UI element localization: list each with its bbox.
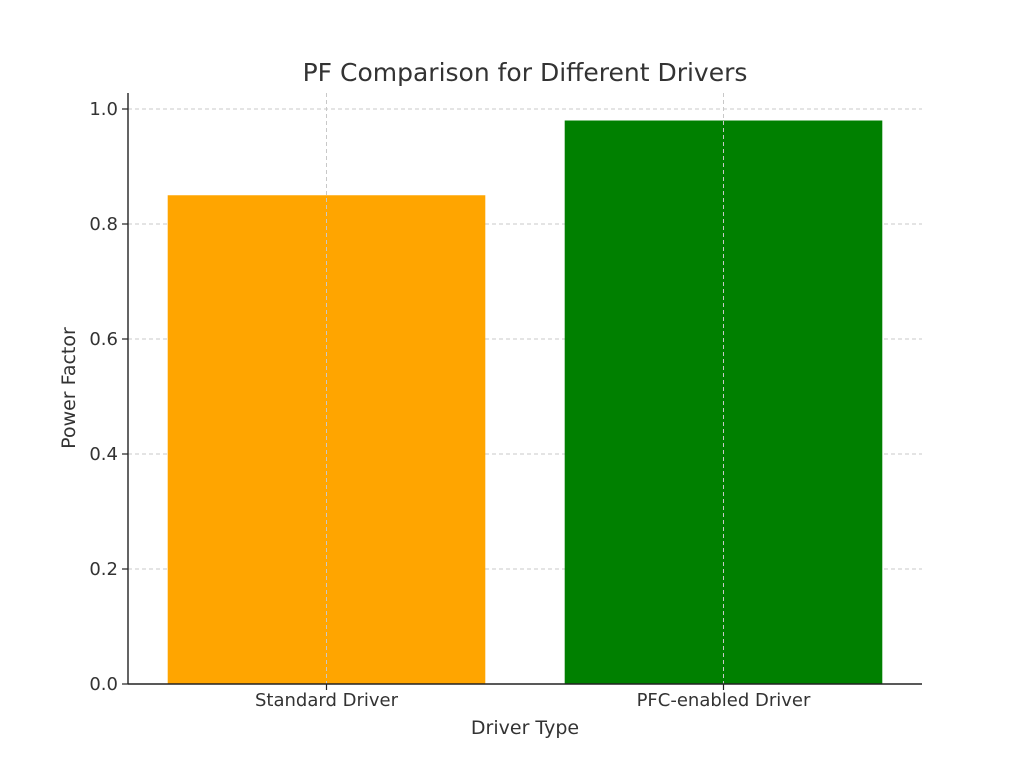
- y-ticks: 0.0 0.2 0.4 0.6 0.8 1.0: [89, 99, 128, 695]
- y-tick-label: 1.0: [89, 99, 118, 120]
- y-tick-label: 0.0: [89, 674, 118, 695]
- vertical-grid-lines: [326, 93, 724, 684]
- axes: [127, 93, 922, 685]
- x-ticks: Standard Driver PFC-enabled Driver: [255, 684, 811, 711]
- x-tick-label: PFC-enabled Driver: [637, 690, 811, 711]
- x-axis-label: Driver Type: [471, 717, 579, 739]
- y-axis-label: Power Factor: [58, 327, 80, 449]
- y-tick-label: 0.4: [89, 444, 118, 465]
- y-tick-label: 0.8: [89, 214, 118, 235]
- y-tick-label: 0.2: [89, 559, 118, 580]
- bars: [167, 120, 883, 684]
- chart-title: PF Comparison for Different Drivers: [303, 58, 748, 87]
- x-tick-label: Standard Driver: [255, 690, 399, 711]
- y-tick-label: 0.6: [89, 329, 118, 350]
